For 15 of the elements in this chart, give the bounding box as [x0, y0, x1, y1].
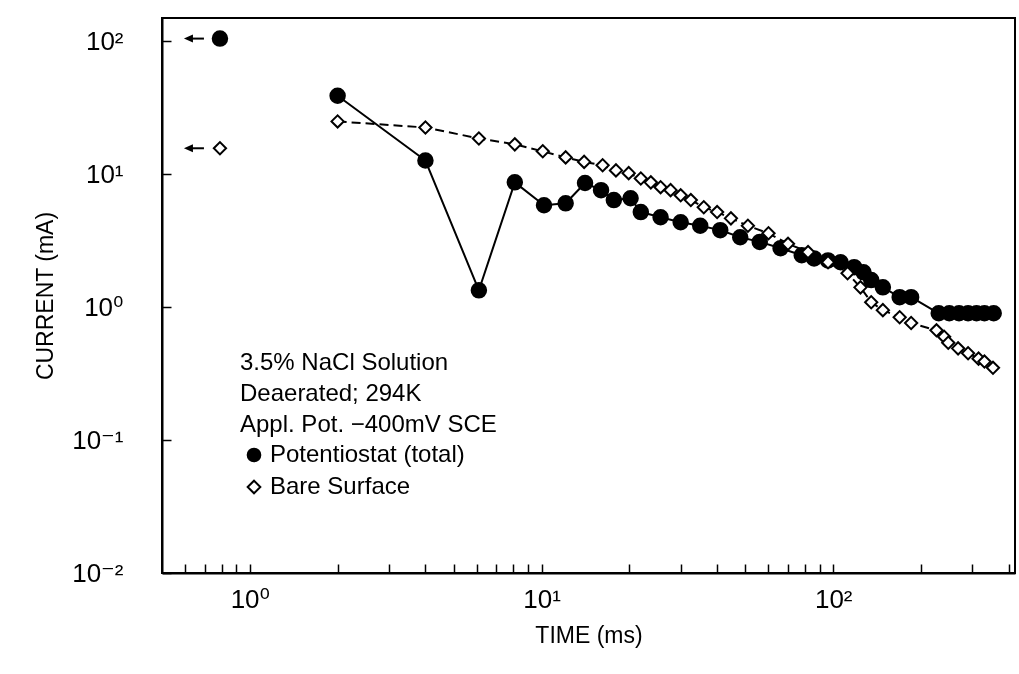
y-tick-label: 10⁰	[84, 291, 124, 322]
y-tick-label: 10²	[85, 25, 124, 56]
x-axis-title: TIME (ms)	[535, 621, 643, 648]
x-tick-label: 10⁰	[230, 583, 270, 614]
y-tick-label: 10¹	[85, 158, 124, 189]
y-tick-label: 10⁻²	[72, 557, 124, 588]
x-tick-label: 10²	[814, 583, 853, 614]
annotation: 3.5% NaCl Solution	[240, 348, 449, 375]
annotation: Deaerated; 294K	[240, 379, 422, 406]
legend-label: Bare Surface	[270, 472, 411, 499]
y-axis-title: CURRENT (mA)	[32, 211, 59, 381]
y-tick-label: 10⁻¹	[72, 424, 124, 455]
x-tick-label: 10¹	[523, 583, 562, 614]
legend-label: Potentiostat (total)	[270, 440, 465, 467]
annotation: Appl. Pot. −400mV SCE	[240, 410, 497, 437]
